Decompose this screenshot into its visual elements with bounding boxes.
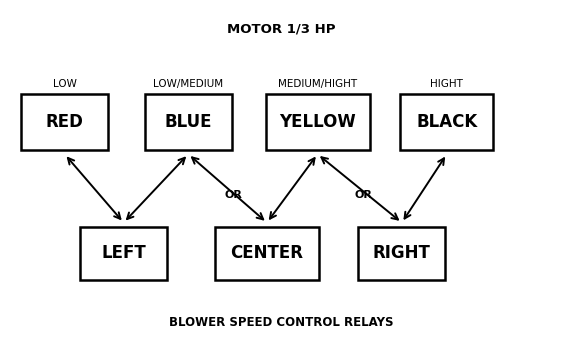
Text: YELLOW: YELLOW <box>279 113 356 131</box>
Text: RED: RED <box>46 113 84 131</box>
Text: LOW/MEDIUM: LOW/MEDIUM <box>153 78 223 89</box>
FancyBboxPatch shape <box>21 94 108 150</box>
Text: LEFT: LEFT <box>101 244 146 262</box>
Text: MOTOR 1/3 HP: MOTOR 1/3 HP <box>226 23 336 35</box>
Text: BLACK: BLACK <box>416 113 477 131</box>
Text: MEDIUM/HIGHT: MEDIUM/HIGHT <box>278 78 357 89</box>
Text: RIGHT: RIGHT <box>373 244 430 262</box>
FancyBboxPatch shape <box>215 227 319 280</box>
FancyBboxPatch shape <box>145 94 232 150</box>
Text: HIGHT: HIGHT <box>430 78 463 89</box>
FancyBboxPatch shape <box>80 227 167 280</box>
FancyBboxPatch shape <box>359 227 445 280</box>
Text: OR: OR <box>355 190 373 200</box>
FancyBboxPatch shape <box>265 94 370 150</box>
Text: BLOWER SPEED CONTROL RELAYS: BLOWER SPEED CONTROL RELAYS <box>169 316 393 329</box>
Text: CENTER: CENTER <box>230 244 303 262</box>
Text: LOW: LOW <box>53 78 76 89</box>
Text: BLUE: BLUE <box>165 113 212 131</box>
Text: OR: OR <box>224 190 242 200</box>
FancyBboxPatch shape <box>400 94 493 150</box>
